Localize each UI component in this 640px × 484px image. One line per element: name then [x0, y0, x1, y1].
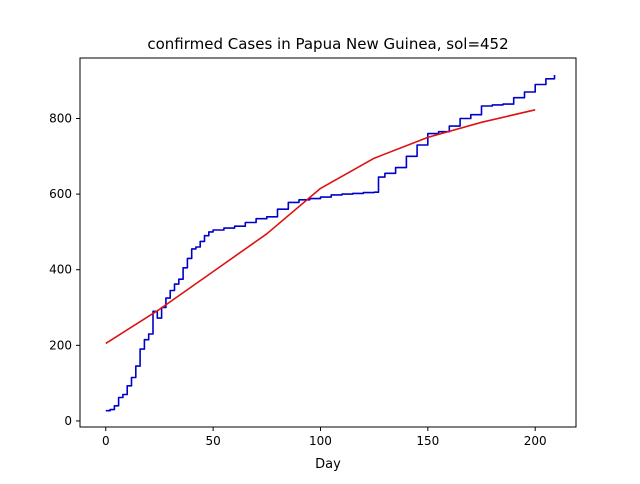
x-tick-label: 200 [524, 434, 547, 448]
series-line-2 [105, 109, 536, 345]
y-tick-label: 800 [49, 111, 72, 125]
y-tick-label: 0 [64, 414, 72, 428]
x-tick-label: 50 [205, 434, 220, 448]
x-tick-label: 150 [416, 434, 439, 448]
plot-area [105, 75, 556, 412]
plot-frame [79, 57, 577, 428]
x-axis-label: Day [315, 457, 341, 472]
x-tick-label: 0 [102, 434, 110, 448]
series-line-1 [105, 75, 556, 412]
y-tick-label: 400 [49, 263, 72, 277]
chart-title: confirmed Cases in Papua New Guinea, sol… [147, 35, 508, 53]
y-tick-label: 200 [49, 338, 72, 352]
axes: 0 50 100 150 200 0 200 400 600 800 [49, 57, 577, 448]
y-tick-label: 600 [49, 187, 72, 201]
x-tick-label: 100 [309, 434, 332, 448]
